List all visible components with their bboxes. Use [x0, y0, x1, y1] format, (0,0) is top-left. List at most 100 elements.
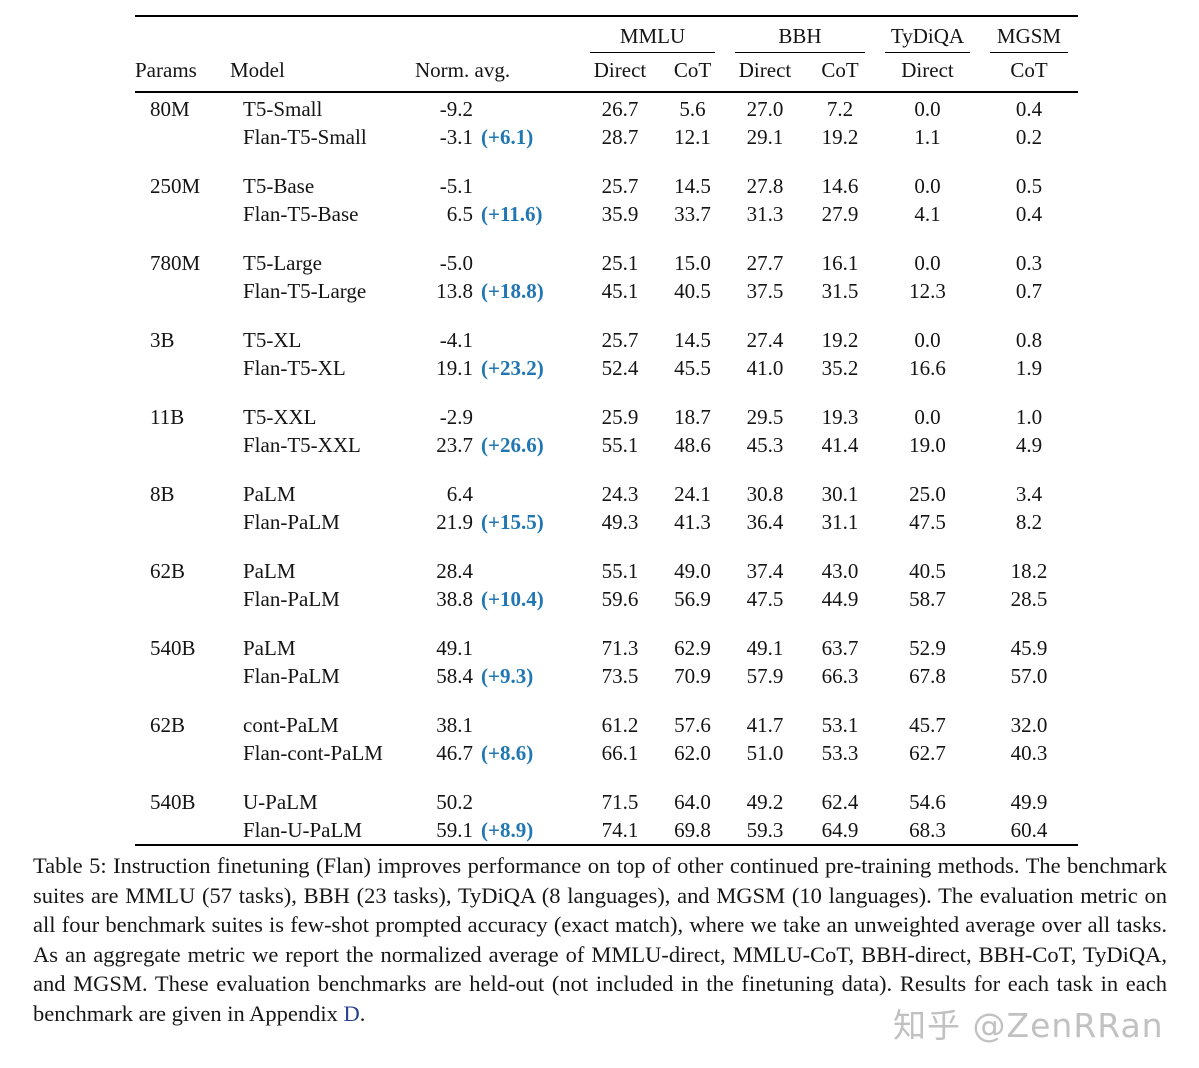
cell-model: Flan-T5-Large [243, 278, 367, 303]
norm-avg-value: 46.7 [436, 740, 473, 765]
table-row: 3B T5-XL -4.1 25.7 14.5 27.4 19.2 0.0 0.8 [135, 324, 1078, 354]
caption-text: Table 5: Instruction finetuning (Flan) i… [33, 853, 1167, 1026]
cell-bbh-cot: 27.9 [821, 201, 859, 226]
cell-model: Flan-T5-Small [243, 124, 367, 149]
cell-tydiqa-direct: 40.5 [909, 558, 946, 583]
cell-params [135, 431, 230, 459]
cell-mmlu-direct: 61.2 [601, 712, 639, 737]
group-spacer [135, 690, 1078, 709]
norm-avg-value: 38.8 [436, 586, 473, 611]
cell-params: 540B [150, 789, 196, 814]
norm-avg-delta: (+26.6) [481, 432, 544, 457]
cell-bbh-cot: 31.1 [821, 509, 859, 534]
cell-params: 8B [150, 481, 175, 506]
col-header-mmlu-direct: Direct [580, 53, 660, 93]
table-body: 80M T5-Small -9.2 26.7 5.6 27.0 7.2 0.0 0.4 Flan-… [135, 92, 1078, 845]
cell-bbh-direct: 31.3 [746, 201, 784, 226]
spacer-cell [135, 382, 1078, 401]
cell-params [135, 739, 230, 767]
norm-avg-value: -5.0 [439, 250, 473, 275]
cell-tydiqa-direct: 58.7 [909, 586, 946, 611]
cell-mmlu-cot: 56.9 [674, 586, 711, 611]
cell-mgsm-cot: 0.7 [1015, 278, 1043, 303]
table-group-header-row: MMLU BBH TyDiQA MGSM [135, 16, 1078, 53]
cell-tydiqa-direct: 0.0 [914, 173, 941, 198]
norm-avg-delta: (+18.8) [481, 278, 544, 303]
cell-norm-avg: 13.8 (+18.8) [415, 277, 580, 305]
cell-mgsm-cot: 0.2 [1015, 124, 1043, 149]
cell-mgsm-cot: 8.2 [1015, 509, 1043, 534]
cell-bbh-cot: 30.1 [821, 481, 859, 506]
caption-period: . [359, 1000, 366, 1026]
cell-model: U-PaLM [243, 789, 318, 814]
cell-mgsm-cot: 1.0 [1015, 404, 1043, 429]
norm-avg-delta: (+8.9) [481, 817, 534, 842]
cell-norm-avg: 19.1 (+23.2) [415, 354, 580, 382]
table-row: 250M T5-Base -5.1 25.7 14.5 27.8 14.6 0.0 0.5 [135, 170, 1078, 200]
cell-norm-avg: 23.7 (+26.6) [415, 431, 580, 459]
col-group-tydiqa: TyDiQA [875, 16, 980, 53]
cell-norm-avg: 6.5 (+11.6) [415, 200, 580, 228]
cell-mmlu-direct: 71.5 [601, 789, 639, 814]
table-caption: Table 5: Instruction finetuning (Flan) i… [33, 851, 1167, 1028]
cell-mgsm-cot: 1.9 [1015, 355, 1043, 380]
norm-avg-value: 19.1 [436, 355, 473, 380]
group-spacer [135, 305, 1078, 324]
cell-mmlu-cot: 48.6 [674, 432, 711, 457]
col-header-bbh-cot: CoT [805, 53, 875, 93]
spacer-cell [135, 613, 1078, 632]
cell-mmlu-cot: 24.1 [674, 481, 711, 506]
cell-mmlu-cot: 69.8 [674, 817, 711, 842]
cell-tydiqa-direct: 0.0 [914, 327, 941, 352]
cell-bbh-direct: 30.8 [746, 481, 784, 506]
cell-tydiqa-direct: 47.5 [909, 509, 946, 534]
cell-bbh-direct: 27.8 [746, 173, 784, 198]
cell-mmlu-direct: 71.3 [601, 635, 639, 660]
cell-bbh-direct: 29.1 [746, 124, 784, 149]
norm-avg-delta: (+23.2) [481, 355, 544, 380]
cell-mgsm-cot: 45.9 [1010, 635, 1048, 660]
col-header-tydiqa-direct: Direct [875, 53, 980, 93]
norm-avg-delta: (+6.1) [481, 124, 534, 149]
cell-bbh-direct: 36.4 [746, 509, 784, 534]
cell-model: PaLM [243, 635, 296, 660]
cell-tydiqa-direct: 45.7 [909, 712, 946, 737]
col-group-tydiqa-label: TyDiQA [885, 24, 970, 53]
norm-avg-delta: (+9.3) [481, 663, 534, 688]
cell-bbh-direct: 49.2 [746, 789, 784, 814]
cell-norm-avg: -5.1 [415, 170, 580, 200]
cell-mgsm-cot: 0.8 [1015, 327, 1043, 352]
cell-params: 11B [150, 404, 185, 429]
cell-norm-avg: 28.4 [415, 555, 580, 585]
cell-norm-avg: -5.0 [415, 247, 580, 277]
norm-avg-value: 50.2 [436, 789, 473, 814]
cell-mmlu-direct: 59.6 [601, 586, 639, 611]
cell-mmlu-direct: 55.1 [601, 432, 639, 457]
norm-avg-value: -3.1 [439, 124, 473, 149]
cell-mmlu-direct: 74.1 [601, 817, 639, 842]
appendix-d-link[interactable]: D [343, 1000, 360, 1026]
table-row: 540B PaLM 49.1 71.3 62.9 49.1 63.7 52.9 45.9 [135, 632, 1078, 662]
cell-mmlu-direct: 45.1 [601, 278, 639, 303]
cell-tydiqa-direct: 0.0 [914, 404, 941, 429]
cell-bbh-cot: 7.2 [826, 96, 854, 121]
cell-mmlu-cot: 49.0 [674, 558, 711, 583]
norm-avg-value: -9.2 [439, 96, 473, 121]
cell-model: PaLM [243, 558, 296, 583]
cell-model: Flan-PaLM [243, 586, 340, 611]
cell-mmlu-direct: 26.7 [601, 96, 639, 121]
cell-bbh-direct: 27.7 [746, 250, 784, 275]
cell-bbh-cot: 53.3 [821, 740, 859, 765]
cell-tydiqa-direct: 19.0 [909, 432, 946, 457]
table-row: Flan-cont-PaLM 46.7 (+8.6) 66.1 62.0 51.0 53.3… [135, 739, 1078, 767]
cell-bbh-cot: 62.4 [821, 789, 859, 814]
cell-mmlu-cot: 64.0 [674, 789, 711, 814]
cell-bbh-direct: 59.3 [746, 817, 784, 842]
cell-model: Flan-T5-Base [243, 201, 359, 226]
cell-bbh-direct: 41.0 [746, 355, 784, 380]
table-row: 540B U-PaLM 50.2 71.5 64.0 49.2 62.4 54.6 49.9 [135, 786, 1078, 816]
cell-norm-avg: 46.7 (+8.6) [415, 739, 580, 767]
cell-mmlu-direct: 49.3 [601, 509, 639, 534]
cell-params: 250M [150, 173, 201, 198]
cell-norm-avg: -3.1 (+6.1) [415, 123, 580, 151]
